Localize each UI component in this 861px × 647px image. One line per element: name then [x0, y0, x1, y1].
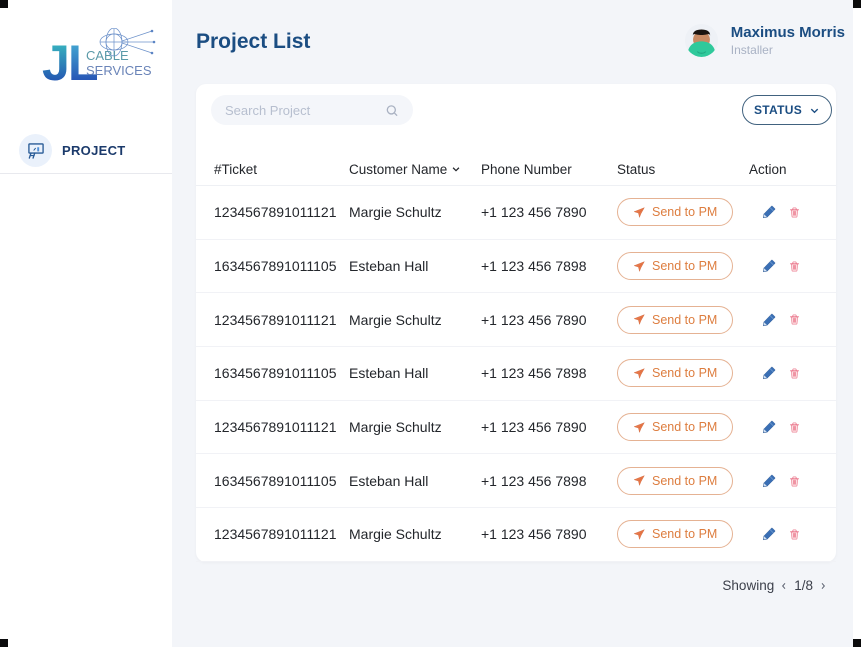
svg-text:CABLE: CABLE	[86, 48, 129, 63]
svg-text:SERVICES: SERVICES	[86, 63, 152, 78]
svg-text:J: J	[42, 35, 70, 91]
